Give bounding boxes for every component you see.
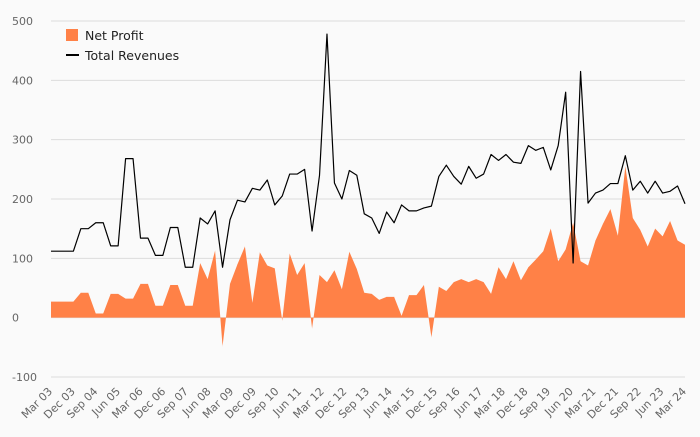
y-tick-label: 100 bbox=[12, 252, 33, 265]
legend-label-total-revenues: Total Revenues bbox=[84, 48, 179, 63]
grid-layer bbox=[51, 21, 685, 377]
legend: Net Profit Total Revenues bbox=[66, 28, 179, 63]
net-profit-area bbox=[51, 166, 685, 346]
y-tick-label: 200 bbox=[12, 193, 33, 206]
area-layer bbox=[51, 166, 685, 346]
y-tick-label: 500 bbox=[12, 15, 33, 28]
y-axis: -100 0 100 200 300 400 500 bbox=[12, 15, 37, 384]
total-revenues-line bbox=[51, 34, 685, 267]
y-tick-label: 300 bbox=[12, 134, 33, 147]
legend-label-net-profit: Net Profit bbox=[85, 28, 144, 43]
line-layer bbox=[51, 34, 685, 267]
y-tick-label: 0 bbox=[12, 312, 19, 325]
y-tick-label: 400 bbox=[12, 74, 33, 87]
y-tick-label: -100 bbox=[12, 371, 37, 384]
legend-swatch-net-profit bbox=[66, 29, 78, 41]
